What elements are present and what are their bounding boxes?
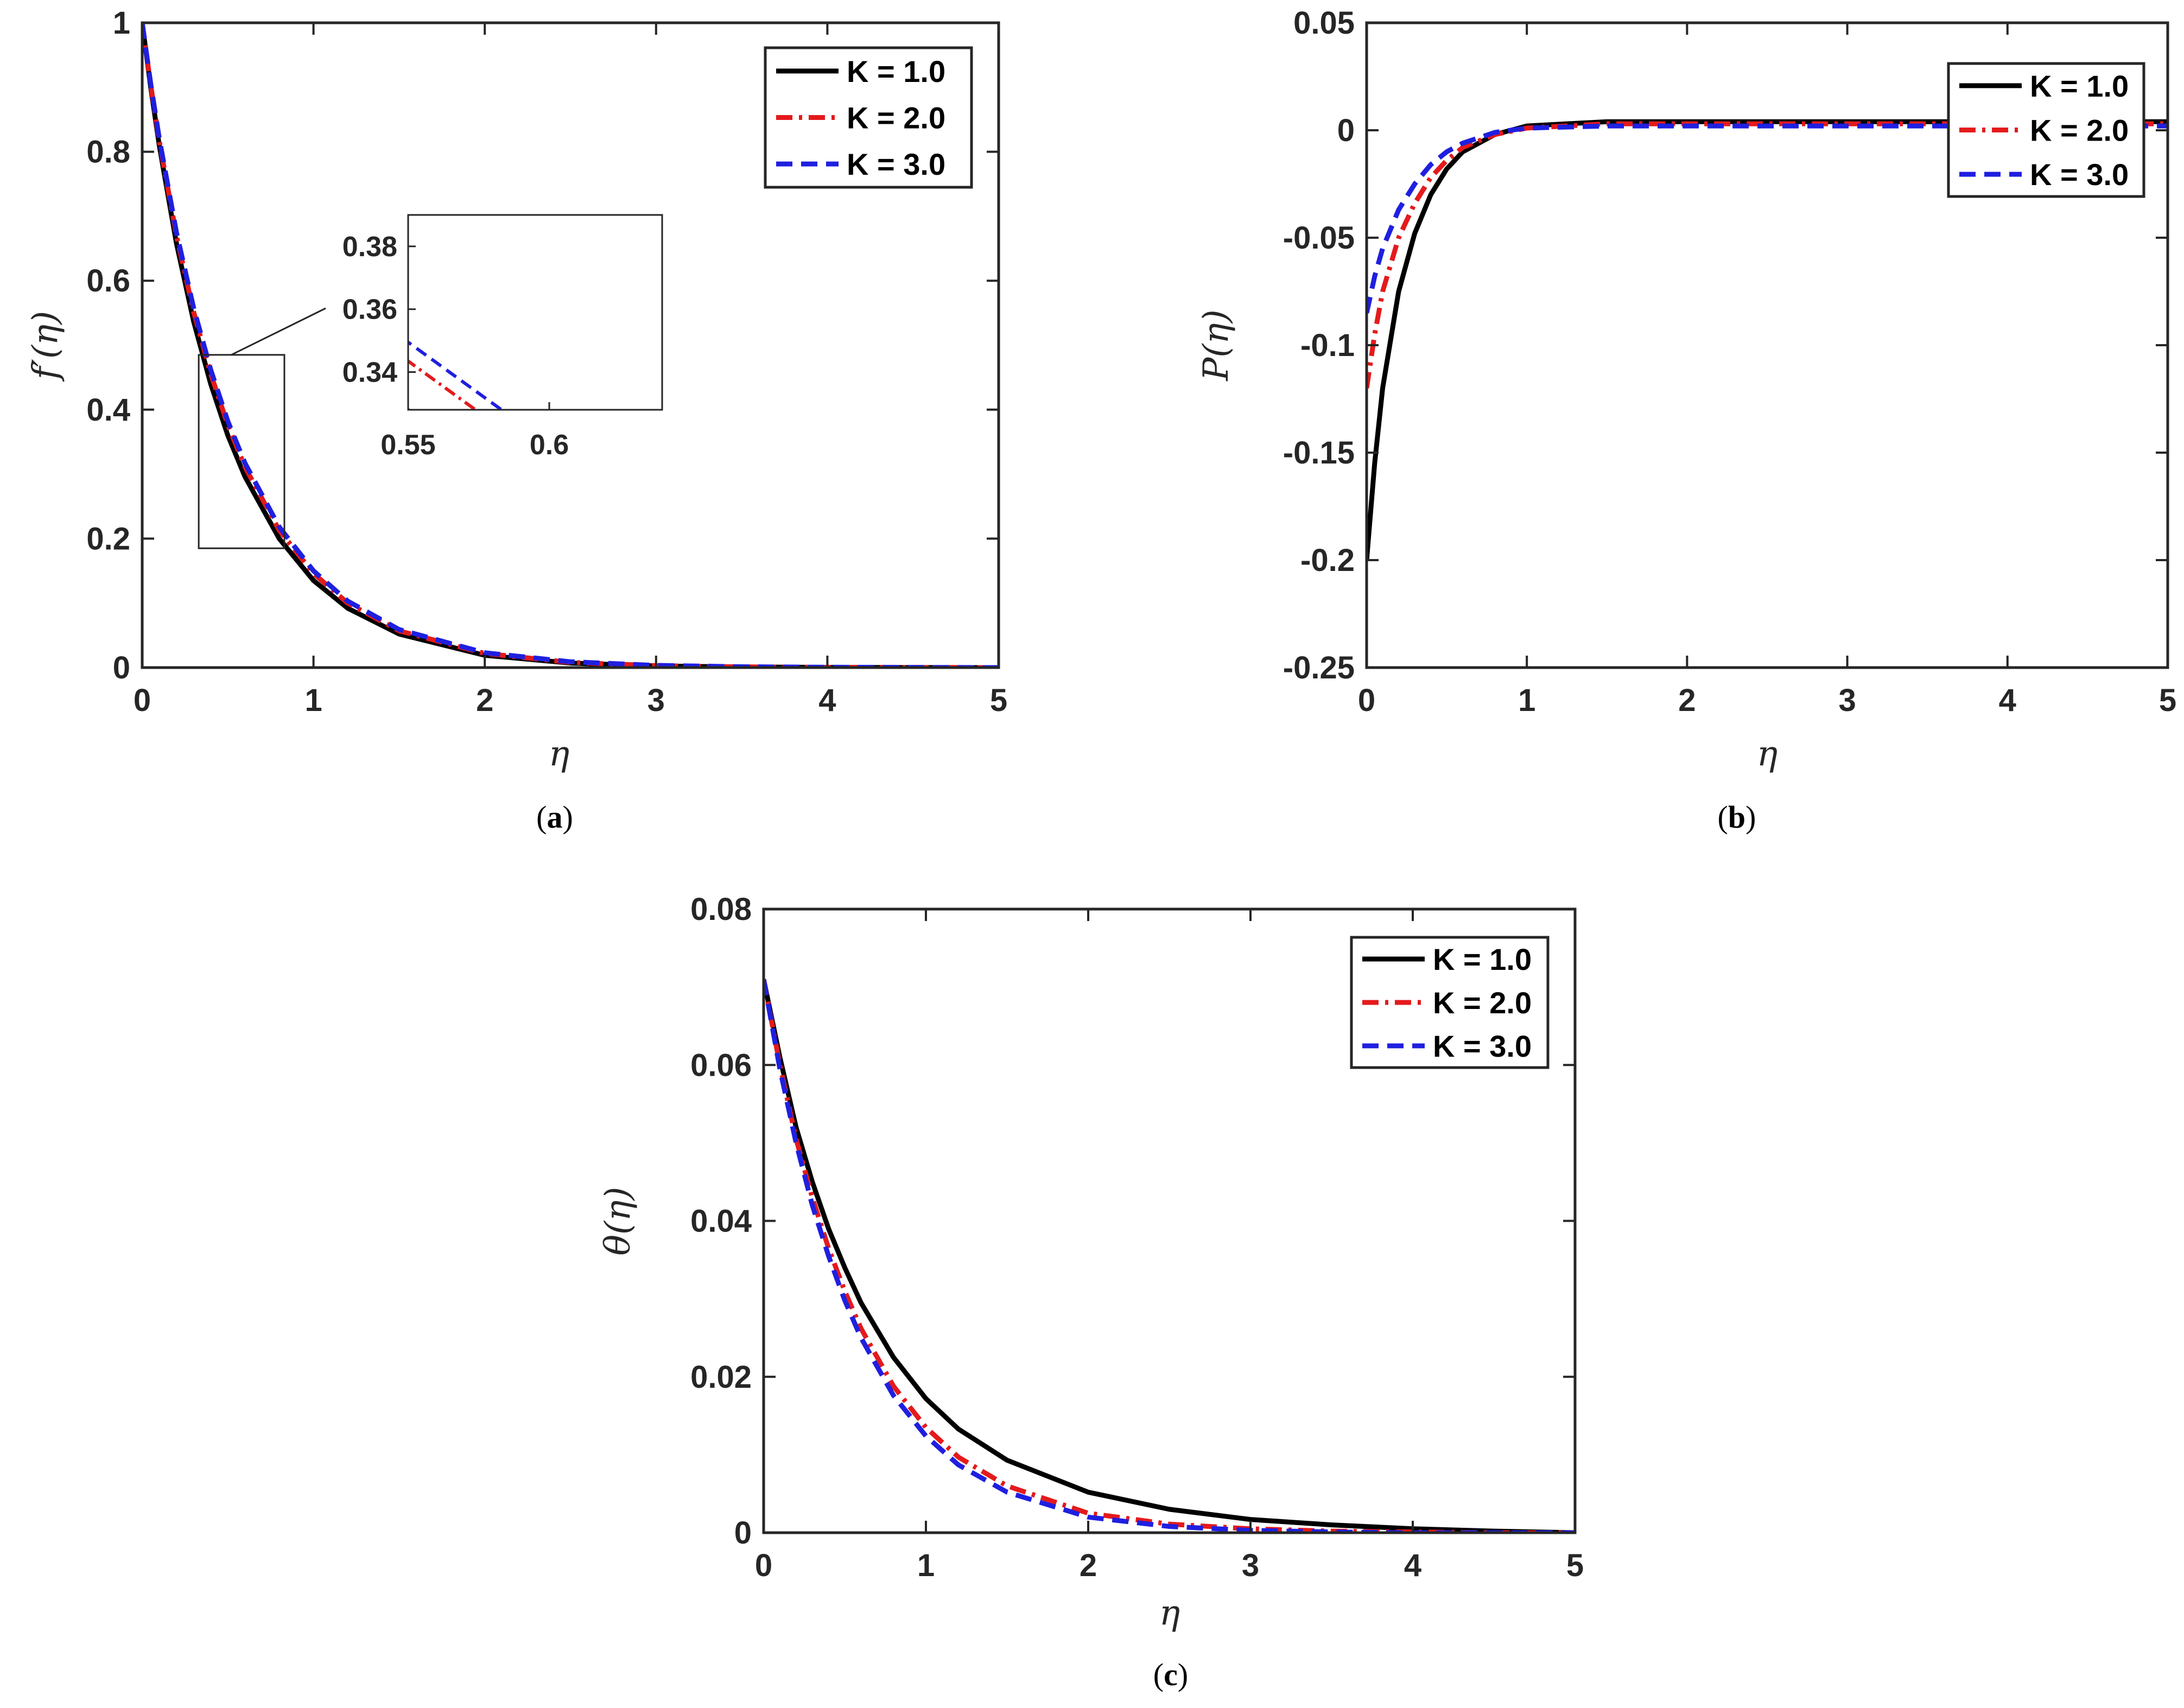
legend-label: K = 2.0 bbox=[1433, 986, 1532, 1020]
axes-box bbox=[141, 21, 1000, 669]
x-tick-label: 5 bbox=[2159, 683, 2176, 718]
inset-y-tick-label: 0.38 bbox=[342, 231, 397, 263]
x-tick-label: 3 bbox=[1242, 1548, 1259, 1583]
panel-caption: (a) bbox=[536, 799, 573, 835]
y-tick-label: -0.1 bbox=[1300, 328, 1355, 363]
y-tick-label: -0.25 bbox=[1283, 650, 1355, 685]
inset-box bbox=[407, 214, 663, 411]
legend-label: K = 1.0 bbox=[2030, 69, 2129, 103]
y-tick-label: -0.15 bbox=[1283, 435, 1355, 471]
legend: K = 1.0 K = 2.0 K = 3.0 bbox=[1947, 62, 2145, 198]
x-tick-label: 3 bbox=[1838, 683, 1856, 718]
legend-label: K = 1.0 bbox=[847, 54, 945, 88]
y-tick-label: 0.05 bbox=[1293, 5, 1355, 41]
legend: K = 1.0 K = 2.0 K = 3.0 bbox=[764, 46, 973, 189]
panel-caption: (c) bbox=[1153, 1657, 1188, 1692]
legend-label: K = 2.0 bbox=[2030, 113, 2129, 148]
inset-x-tick-label: 0.6 bbox=[530, 429, 569, 461]
y-tick-label: 0.2 bbox=[86, 521, 130, 556]
y-tick-label: 0 bbox=[113, 650, 130, 685]
x-tick-label: 4 bbox=[1999, 683, 2016, 718]
inset-background bbox=[408, 215, 662, 410]
x-tick-label: 5 bbox=[990, 683, 1007, 718]
x-tick-label: 1 bbox=[917, 1548, 935, 1583]
x-tick-label: 4 bbox=[1404, 1548, 1421, 1583]
y-tick-label: 0 bbox=[734, 1515, 752, 1551]
zoom-connector bbox=[231, 307, 326, 356]
y-tick-label: 0.08 bbox=[690, 892, 752, 927]
y-tick-label: 1 bbox=[113, 5, 130, 41]
y-tick-label: 0.04 bbox=[690, 1204, 752, 1239]
panel-a: 0 1 2 3 4 5 0 0.2 0.4 0.6 0.8 1 η f′(η) K = 1.0 K = 2.0… bbox=[26, 5, 1007, 835]
y-axis-label: f′(η) bbox=[26, 311, 66, 382]
y-tick-label: 0.06 bbox=[690, 1047, 752, 1083]
x-tick-label: 0 bbox=[755, 1548, 772, 1583]
legend-label: K = 1.0 bbox=[1433, 942, 1532, 976]
legend-label: K = 2.0 bbox=[847, 101, 945, 135]
panel-caption: (b) bbox=[1718, 799, 1756, 835]
inset-y-tick-label: 0.36 bbox=[342, 294, 397, 326]
y-tick-label: 0.6 bbox=[86, 263, 130, 299]
x-axis-label: η bbox=[1757, 734, 1777, 774]
panel-c: 0 1 2 3 4 5 0 0.02 0.04 0.06 0.08 η θ(η) K = 1.0 K = 2… bbox=[598, 892, 1584, 1692]
x-tick-label: 0 bbox=[134, 683, 151, 718]
zoom-box bbox=[198, 354, 285, 549]
series-line-30 bbox=[1367, 123, 2168, 314]
y-tick-label: 0.02 bbox=[690, 1360, 752, 1395]
y-tick-label: -0.05 bbox=[1283, 220, 1355, 256]
legend-label: K = 3.0 bbox=[2030, 157, 2129, 192]
x-tick-label: 1 bbox=[304, 683, 322, 718]
x-tick-label: 4 bbox=[818, 683, 836, 718]
x-axis-label: η bbox=[549, 734, 569, 774]
x-tick-label: 0 bbox=[1358, 683, 1375, 718]
x-tick-label: 3 bbox=[647, 683, 665, 718]
x-axis-label: η bbox=[1159, 1593, 1180, 1633]
x-tick-label: 2 bbox=[1080, 1548, 1097, 1583]
legend-label: K = 3.0 bbox=[1433, 1029, 1532, 1063]
y-axis-label: P(η) bbox=[1196, 309, 1236, 381]
y-axis-label: θ(η) bbox=[598, 1187, 638, 1256]
y-tick-label: 0.8 bbox=[86, 135, 130, 170]
legend: K = 1.0 K = 2.0 K = 3.0 bbox=[1350, 936, 1550, 1069]
legend-label: K = 3.0 bbox=[847, 147, 945, 181]
y-tick-label: 0 bbox=[1337, 113, 1355, 148]
panel-b: 0 1 2 3 4 5 -0.25 -0.2 -0.15 -0.1 -0.05 0 0.05 η P(η) K… bbox=[1196, 5, 2176, 835]
y-tick-label: -0.2 bbox=[1300, 543, 1355, 578]
inset-x-tick-label: 0.55 bbox=[380, 429, 435, 461]
series-line-10 bbox=[764, 979, 1575, 1533]
x-tick-label: 1 bbox=[1518, 683, 1535, 718]
x-tick-label: 2 bbox=[1678, 683, 1696, 718]
x-tick-label: 5 bbox=[1566, 1548, 1584, 1583]
y-tick-label: 0.4 bbox=[86, 392, 130, 428]
inset-y-tick-label: 0.34 bbox=[342, 357, 397, 389]
x-tick-label: 2 bbox=[476, 683, 493, 718]
inset: 0.55 0.6 0.34 0.36 0.38 bbox=[198, 214, 663, 549]
